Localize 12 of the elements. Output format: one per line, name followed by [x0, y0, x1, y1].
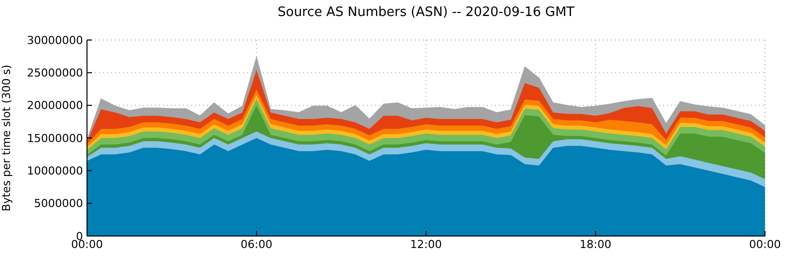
y-tick-label: 15000000 — [27, 132, 83, 145]
y-tick-label: 10000000 — [27, 164, 83, 178]
y-tick-label: 25000000 — [27, 66, 83, 80]
x-tick-label: 18:00 — [580, 238, 612, 251]
y-tick-label: 30000000 — [27, 34, 83, 47]
x-tick-label: 00:00 — [749, 238, 781, 251]
y-tick-label: 20000000 — [27, 99, 83, 112]
y-axis-title: Bytes per time slot (300 s) — [0, 64, 13, 212]
chart-title: Source AS Numbers (ASN) -- 2020-09-16 GMT — [276, 5, 576, 20]
x-tick-label: 06:00 — [240, 238, 272, 251]
y-tick-label: 5000000 — [34, 197, 83, 210]
x-tick-label: 12:00 — [410, 238, 442, 251]
